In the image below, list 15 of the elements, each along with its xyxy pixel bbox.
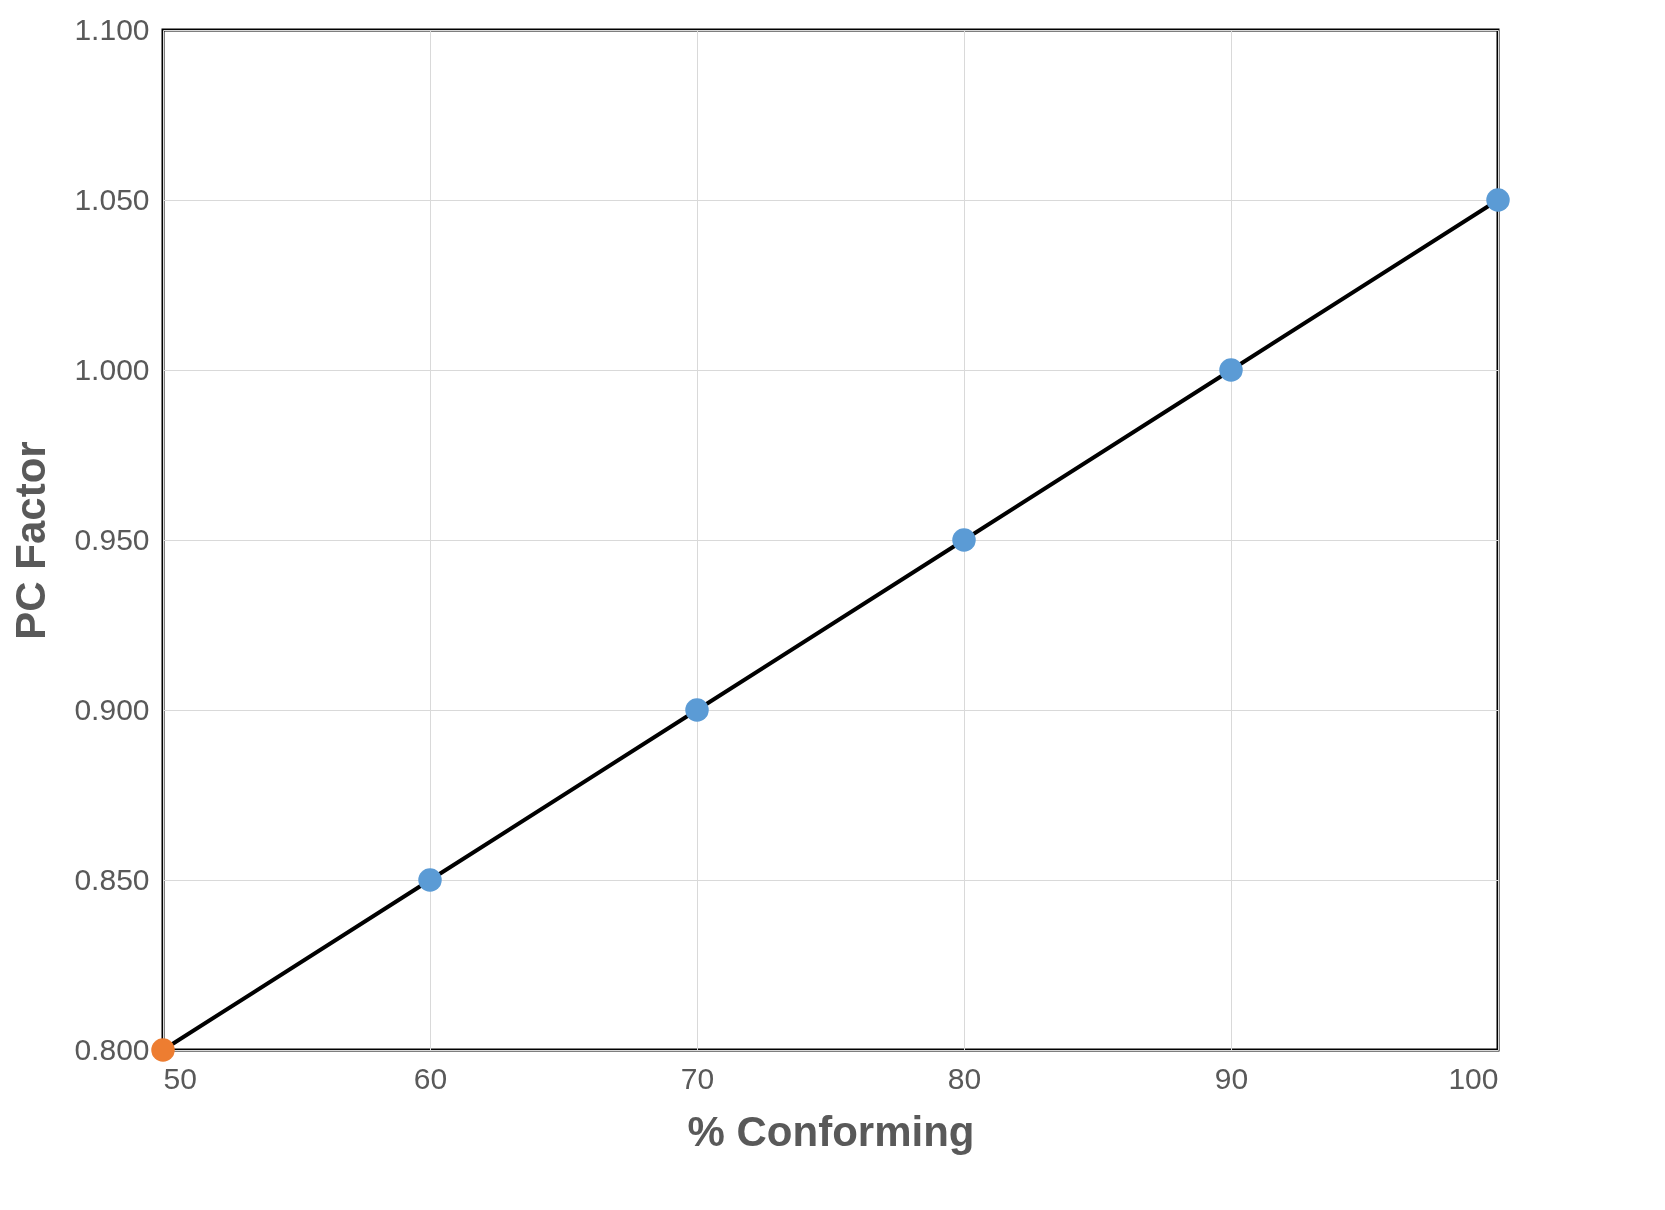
y-tick-label: 0.950 bbox=[74, 522, 150, 556]
y-axis-title: PC Factor bbox=[7, 441, 55, 640]
y-tick-label: 1.050 bbox=[74, 182, 150, 216]
y-tick-label: 1.100 bbox=[74, 12, 150, 46]
x-axis-title: % Conforming bbox=[687, 1107, 975, 1155]
y-tick-label: 0.850 bbox=[74, 862, 150, 896]
y-tick-label: 1.000 bbox=[74, 352, 150, 386]
x-tick-label: 70 bbox=[680, 1061, 715, 1095]
y-tick-label: 0.800 bbox=[74, 1032, 150, 1066]
x-tick-label: 90 bbox=[1214, 1061, 1249, 1095]
x-tick-label: 50 bbox=[163, 1061, 197, 1095]
y-tick-label: 0.900 bbox=[74, 692, 150, 726]
x-tick-label: 60 bbox=[413, 1061, 448, 1095]
x-tick-label: 100 bbox=[1448, 1061, 1499, 1095]
x-tick-label: 80 bbox=[947, 1061, 982, 1095]
